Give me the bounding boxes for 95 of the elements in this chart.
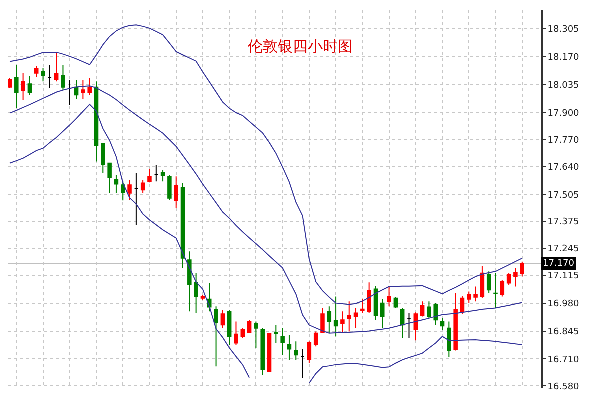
- candlestick: [354, 308, 358, 329]
- candlestick: [320, 308, 325, 334]
- candlestick: [14, 64, 19, 109]
- y-tick-label: 17.375: [548, 218, 580, 228]
- candlestick: [327, 306, 332, 334]
- candlestick: [101, 143, 106, 174]
- text: 伦敦银四小时图: [248, 38, 353, 56]
- candlestick: [447, 321, 452, 358]
- candlestick: [394, 296, 398, 309]
- candlestick: [240, 328, 246, 339]
- candlestick: [440, 318, 445, 331]
- candlestick: [74, 79, 79, 100]
- y-tick-label: 17.505: [548, 190, 580, 201]
- candlestick: [160, 170, 166, 182]
- candlestick: [48, 64, 52, 89]
- candlestick: [486, 271, 492, 294]
- candlestick: [387, 286, 392, 308]
- candlestick: [148, 168, 152, 184]
- candlestick: [314, 331, 318, 348]
- y-tick-label: 17.900: [548, 109, 580, 120]
- candlestick: [274, 324, 278, 344]
- candlestick: [374, 285, 378, 321]
- candlestick: [427, 301, 432, 319]
- candlestick: [128, 179, 132, 201]
- candlestick: [214, 306, 218, 368]
- candlestick: [347, 301, 352, 332]
- y-tick-label: 16.710: [548, 355, 580, 366]
- candlestick: [420, 301, 425, 318]
- candlestick: [247, 320, 252, 334]
- candlestick: [68, 79, 72, 106]
- candlestick: [54, 52, 59, 82]
- candlestick: [407, 312, 412, 339]
- candlestick: [307, 341, 312, 364]
- candlestick: [520, 261, 524, 278]
- candlestick: [140, 179, 146, 194]
- candlestick: [134, 172, 139, 226]
- candlestick: [28, 76, 32, 96]
- candlestick: [287, 334, 292, 361]
- candlestick: [227, 309, 232, 346]
- candlestick: [254, 321, 258, 349]
- candlestick: [114, 174, 119, 194]
- candlestick: [120, 181, 126, 202]
- candlestick: [474, 286, 478, 302]
- candlestick: [280, 328, 285, 356]
- candlestick: [300, 348, 305, 379]
- y-tick-label: 17.640: [548, 162, 580, 173]
- candlestick: [460, 296, 465, 315]
- candlestick: [454, 292, 458, 352]
- candlestick: [434, 302, 438, 326]
- candlestick: [61, 64, 66, 91]
- candlestick: [380, 298, 385, 329]
- candlestick: [267, 332, 272, 372]
- candlestick: [480, 266, 485, 299]
- candlestick: [168, 174, 172, 201]
- candlestick: [21, 72, 26, 101]
- y-tick-label: 16.845: [548, 327, 580, 338]
- candlestick: [360, 298, 365, 314]
- candlestick: [88, 78, 92, 96]
- candlestick: [180, 182, 186, 269]
- candlestick: [34, 66, 39, 78]
- candlestick: [154, 164, 159, 182]
- candlestick: [367, 282, 372, 314]
- y-tick-label: 18.035: [548, 81, 580, 92]
- candlestick: [174, 176, 178, 209]
- candlestick: [494, 272, 498, 309]
- y-tick-label: 17.245: [548, 244, 580, 255]
- candlestick: [400, 308, 405, 339]
- y-tick-label: 16.580: [548, 382, 580, 392]
- y-tick-label: 18.170: [548, 53, 580, 64]
- candlestick: [220, 309, 226, 329]
- candlestick: [81, 79, 86, 100]
- candlestick: [234, 321, 238, 346]
- candlestick: [41, 68, 46, 82]
- y-tick-label: 16.980: [548, 299, 580, 310]
- candlestick: [467, 291, 472, 304]
- y-tick-label: 17.770: [548, 136, 580, 146]
- candlestick: [506, 272, 512, 286]
- candlestick: [414, 312, 418, 342]
- y-tick-label: 17.115: [548, 272, 580, 282]
- line-series: [10, 86, 523, 334]
- ref-line-label: 17.170: [543, 259, 575, 269]
- candlestick: [108, 162, 112, 194]
- candlestick: [500, 279, 505, 298]
- candlestick: [94, 81, 99, 162]
- candlestick: [200, 294, 206, 301]
- candlestick: [194, 272, 198, 314]
- candlestick: [340, 311, 345, 334]
- candlestick: [294, 341, 298, 361]
- candlestick: [8, 78, 12, 89]
- candlestick: [514, 268, 518, 288]
- line-series: [10, 24, 523, 306]
- y-tick-label: 18.305: [548, 25, 580, 36]
- candlestick: [188, 251, 192, 312]
- candlestick: [334, 296, 338, 338]
- candlestick: [260, 328, 265, 376]
